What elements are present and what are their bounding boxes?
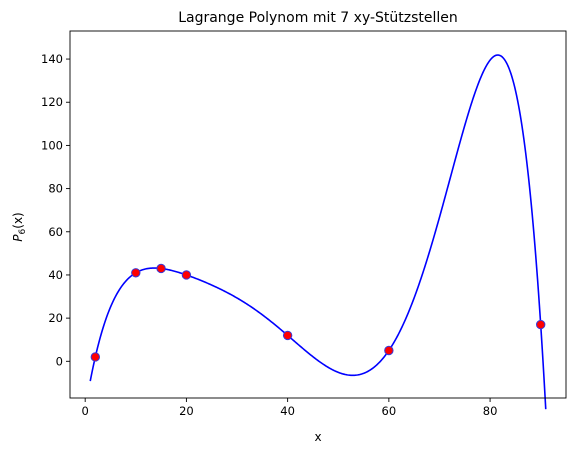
y-tick-label: 140 bbox=[41, 52, 63, 66]
data-point bbox=[90, 352, 101, 362]
data-point bbox=[181, 270, 192, 280]
y-axis-label: P6(x) bbox=[11, 212, 28, 241]
polynomial-curve-line bbox=[89, 54, 547, 410]
y-tick-label: 60 bbox=[48, 225, 63, 239]
x-tick-label: 40 bbox=[280, 404, 295, 418]
data-point bbox=[156, 263, 166, 274]
data-point bbox=[535, 319, 546, 330]
y-tick-label: 40 bbox=[48, 268, 63, 282]
y-tick-label: 0 bbox=[56, 354, 63, 368]
data-point bbox=[384, 345, 394, 356]
y-tick-label: 80 bbox=[48, 182, 63, 196]
axes-frame bbox=[69, 30, 567, 399]
x-axis-label: x bbox=[314, 430, 321, 444]
plot-area: 0 20 40 60 80 0 20 40 60 80 100 120 140 bbox=[41, 30, 567, 418]
x-tick-label: 0 bbox=[82, 404, 89, 418]
x-tick-label: 60 bbox=[382, 404, 397, 418]
y-tick-label: 20 bbox=[48, 311, 63, 325]
y-tick-label: 100 bbox=[41, 138, 63, 152]
y-tick-label: 120 bbox=[41, 95, 63, 109]
x-tick-label: 80 bbox=[483, 404, 498, 418]
data-point bbox=[282, 330, 293, 341]
chart-title: Lagrange Polynom mit 7 xy-Stützstellen bbox=[178, 10, 458, 26]
data-point bbox=[131, 268, 141, 278]
x-tick-label: 20 bbox=[179, 404, 194, 418]
